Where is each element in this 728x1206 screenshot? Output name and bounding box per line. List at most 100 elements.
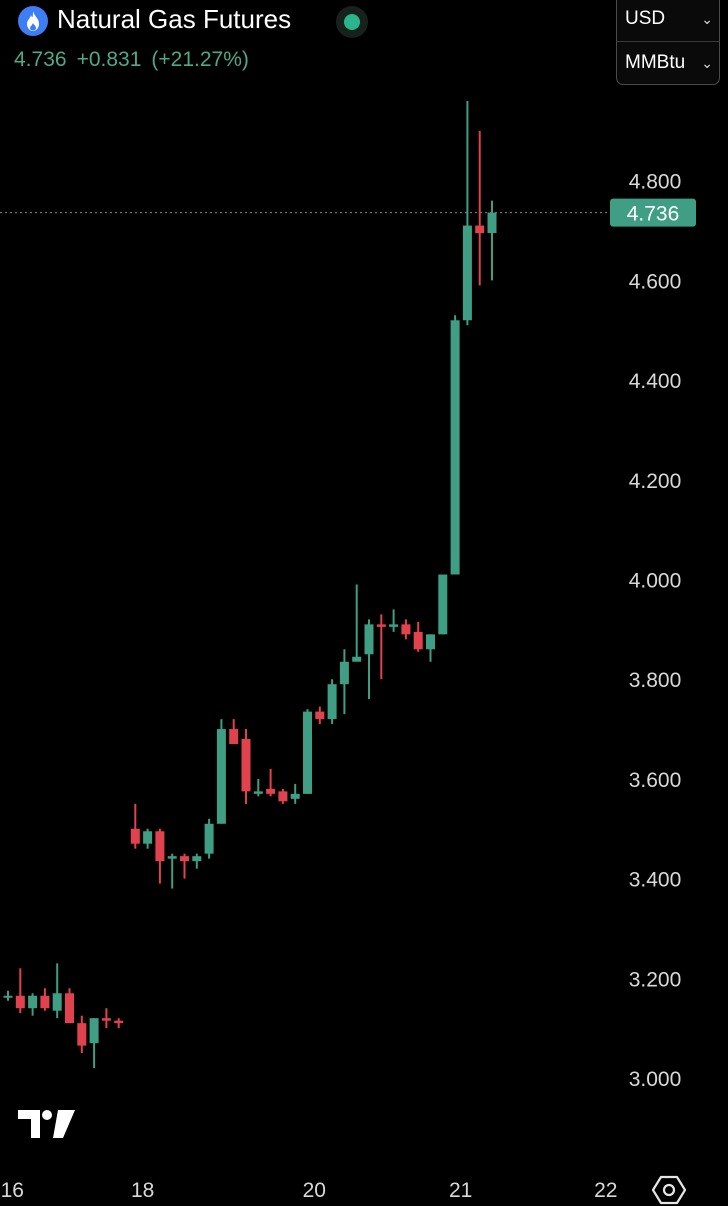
candle-body xyxy=(65,993,74,1024)
y-tick-label: 3.200 xyxy=(629,968,682,991)
y-tick-label: 4.200 xyxy=(629,470,682,493)
y-tick-label: 3.400 xyxy=(629,869,682,892)
candle xyxy=(487,200,497,281)
candle xyxy=(180,853,190,879)
candles xyxy=(3,100,497,1069)
candle-body xyxy=(450,320,460,575)
candle xyxy=(315,706,325,725)
price-quote: 4.736 +0.831 (+21.27%) xyxy=(14,48,259,72)
candle xyxy=(52,963,62,1019)
candle-body xyxy=(77,1023,87,1046)
tradingview-logo-icon[interactable] xyxy=(18,1108,76,1140)
y-axis[interactable]: 3.000 3.200 3.400 3.600 3.800 4.000 4.200 4.400… xyxy=(629,171,682,1091)
candle-body xyxy=(487,212,497,234)
candle-body xyxy=(143,831,153,844)
candle-body xyxy=(89,1018,99,1044)
y-tick-label: 3.000 xyxy=(629,1068,682,1091)
candle-body xyxy=(192,856,202,862)
candle-body xyxy=(389,624,399,627)
y-tick-label: 3.800 xyxy=(629,669,682,692)
candle xyxy=(327,679,337,725)
candle xyxy=(266,768,276,797)
candle xyxy=(438,574,448,635)
y-tick-label: 4.600 xyxy=(629,270,682,293)
x-axis[interactable]: 16 18 20 21 22 xyxy=(1,1179,618,1200)
candle xyxy=(130,803,140,849)
currency-value: USD xyxy=(625,8,666,29)
candle xyxy=(475,130,485,286)
candle-body xyxy=(352,656,362,662)
candle-body xyxy=(52,993,62,1011)
unit-divider xyxy=(617,41,719,42)
candle-body xyxy=(426,634,436,650)
unit-selector: USD ⌄ MMBtu ⌄ xyxy=(616,0,720,85)
candle-body xyxy=(401,624,411,635)
candle-body xyxy=(327,684,337,720)
candle-body xyxy=(364,624,374,655)
candle xyxy=(101,1008,111,1029)
candle-body xyxy=(241,739,251,792)
candle-body xyxy=(315,711,325,720)
x-tick-label: 16 xyxy=(1,1179,24,1200)
candle-body xyxy=(303,711,313,794)
candle-body xyxy=(15,995,25,1009)
candle xyxy=(253,778,263,797)
candle xyxy=(290,783,300,804)
candle xyxy=(413,621,423,652)
x-tick-label: 21 xyxy=(449,1179,472,1200)
candle xyxy=(155,828,165,884)
unit-dropdown[interactable]: MMBtu ⌄ xyxy=(625,44,713,82)
candle-body xyxy=(278,791,288,802)
currency-dropdown[interactable]: USD ⌄ xyxy=(625,0,713,38)
candle-body xyxy=(204,823,214,854)
candle-body xyxy=(266,788,276,794)
candle xyxy=(426,634,436,662)
last-price-marker: 4.736 xyxy=(610,198,696,227)
chart-header: Natural Gas Futures 4.736 +0.831 (+21.27%) xyxy=(0,0,600,90)
candle xyxy=(192,853,202,869)
candle-body xyxy=(167,856,177,859)
instrument-title[interactable]: Natural Gas Futures xyxy=(57,4,292,34)
settings-icon[interactable] xyxy=(652,1174,686,1206)
candle xyxy=(401,619,411,640)
candle-body xyxy=(438,574,448,635)
price-change: +0.831 xyxy=(76,48,142,71)
candle-body xyxy=(229,729,239,745)
candle-body xyxy=(101,1018,111,1021)
candle-body xyxy=(290,793,300,799)
candle xyxy=(339,649,349,715)
candle xyxy=(15,968,25,1014)
last-price-tag xyxy=(610,198,696,227)
candle xyxy=(376,614,386,680)
x-tick-label: 22 xyxy=(594,1179,617,1200)
candle-body xyxy=(180,856,190,862)
chevron-down-icon: ⌄ xyxy=(701,10,713,27)
candle-body xyxy=(253,791,263,794)
candle xyxy=(65,988,74,1024)
y-tick-label: 4.800 xyxy=(629,171,682,194)
x-tick-label: 20 xyxy=(303,1179,326,1200)
candle-body xyxy=(40,995,50,1009)
market-status-icon xyxy=(336,6,368,38)
candle xyxy=(462,100,472,326)
candle xyxy=(352,584,362,662)
candle xyxy=(450,315,460,575)
candle-body xyxy=(462,225,472,321)
candle-body xyxy=(28,995,38,1009)
candle-body xyxy=(413,631,423,650)
flame-icon xyxy=(18,6,48,36)
candle-body xyxy=(475,225,485,234)
candle xyxy=(389,609,399,632)
candle xyxy=(77,1015,87,1054)
candle xyxy=(167,853,177,889)
candle-body xyxy=(3,995,13,998)
last-price-tag-label: 4.736 xyxy=(627,203,680,226)
chevron-down-icon: ⌄ xyxy=(701,54,713,71)
candle xyxy=(114,1018,124,1029)
price-change-percent: (+21.27%) xyxy=(151,48,249,71)
candle xyxy=(40,988,50,1011)
candle xyxy=(364,619,374,700)
candle xyxy=(229,719,239,745)
candle xyxy=(303,709,313,794)
